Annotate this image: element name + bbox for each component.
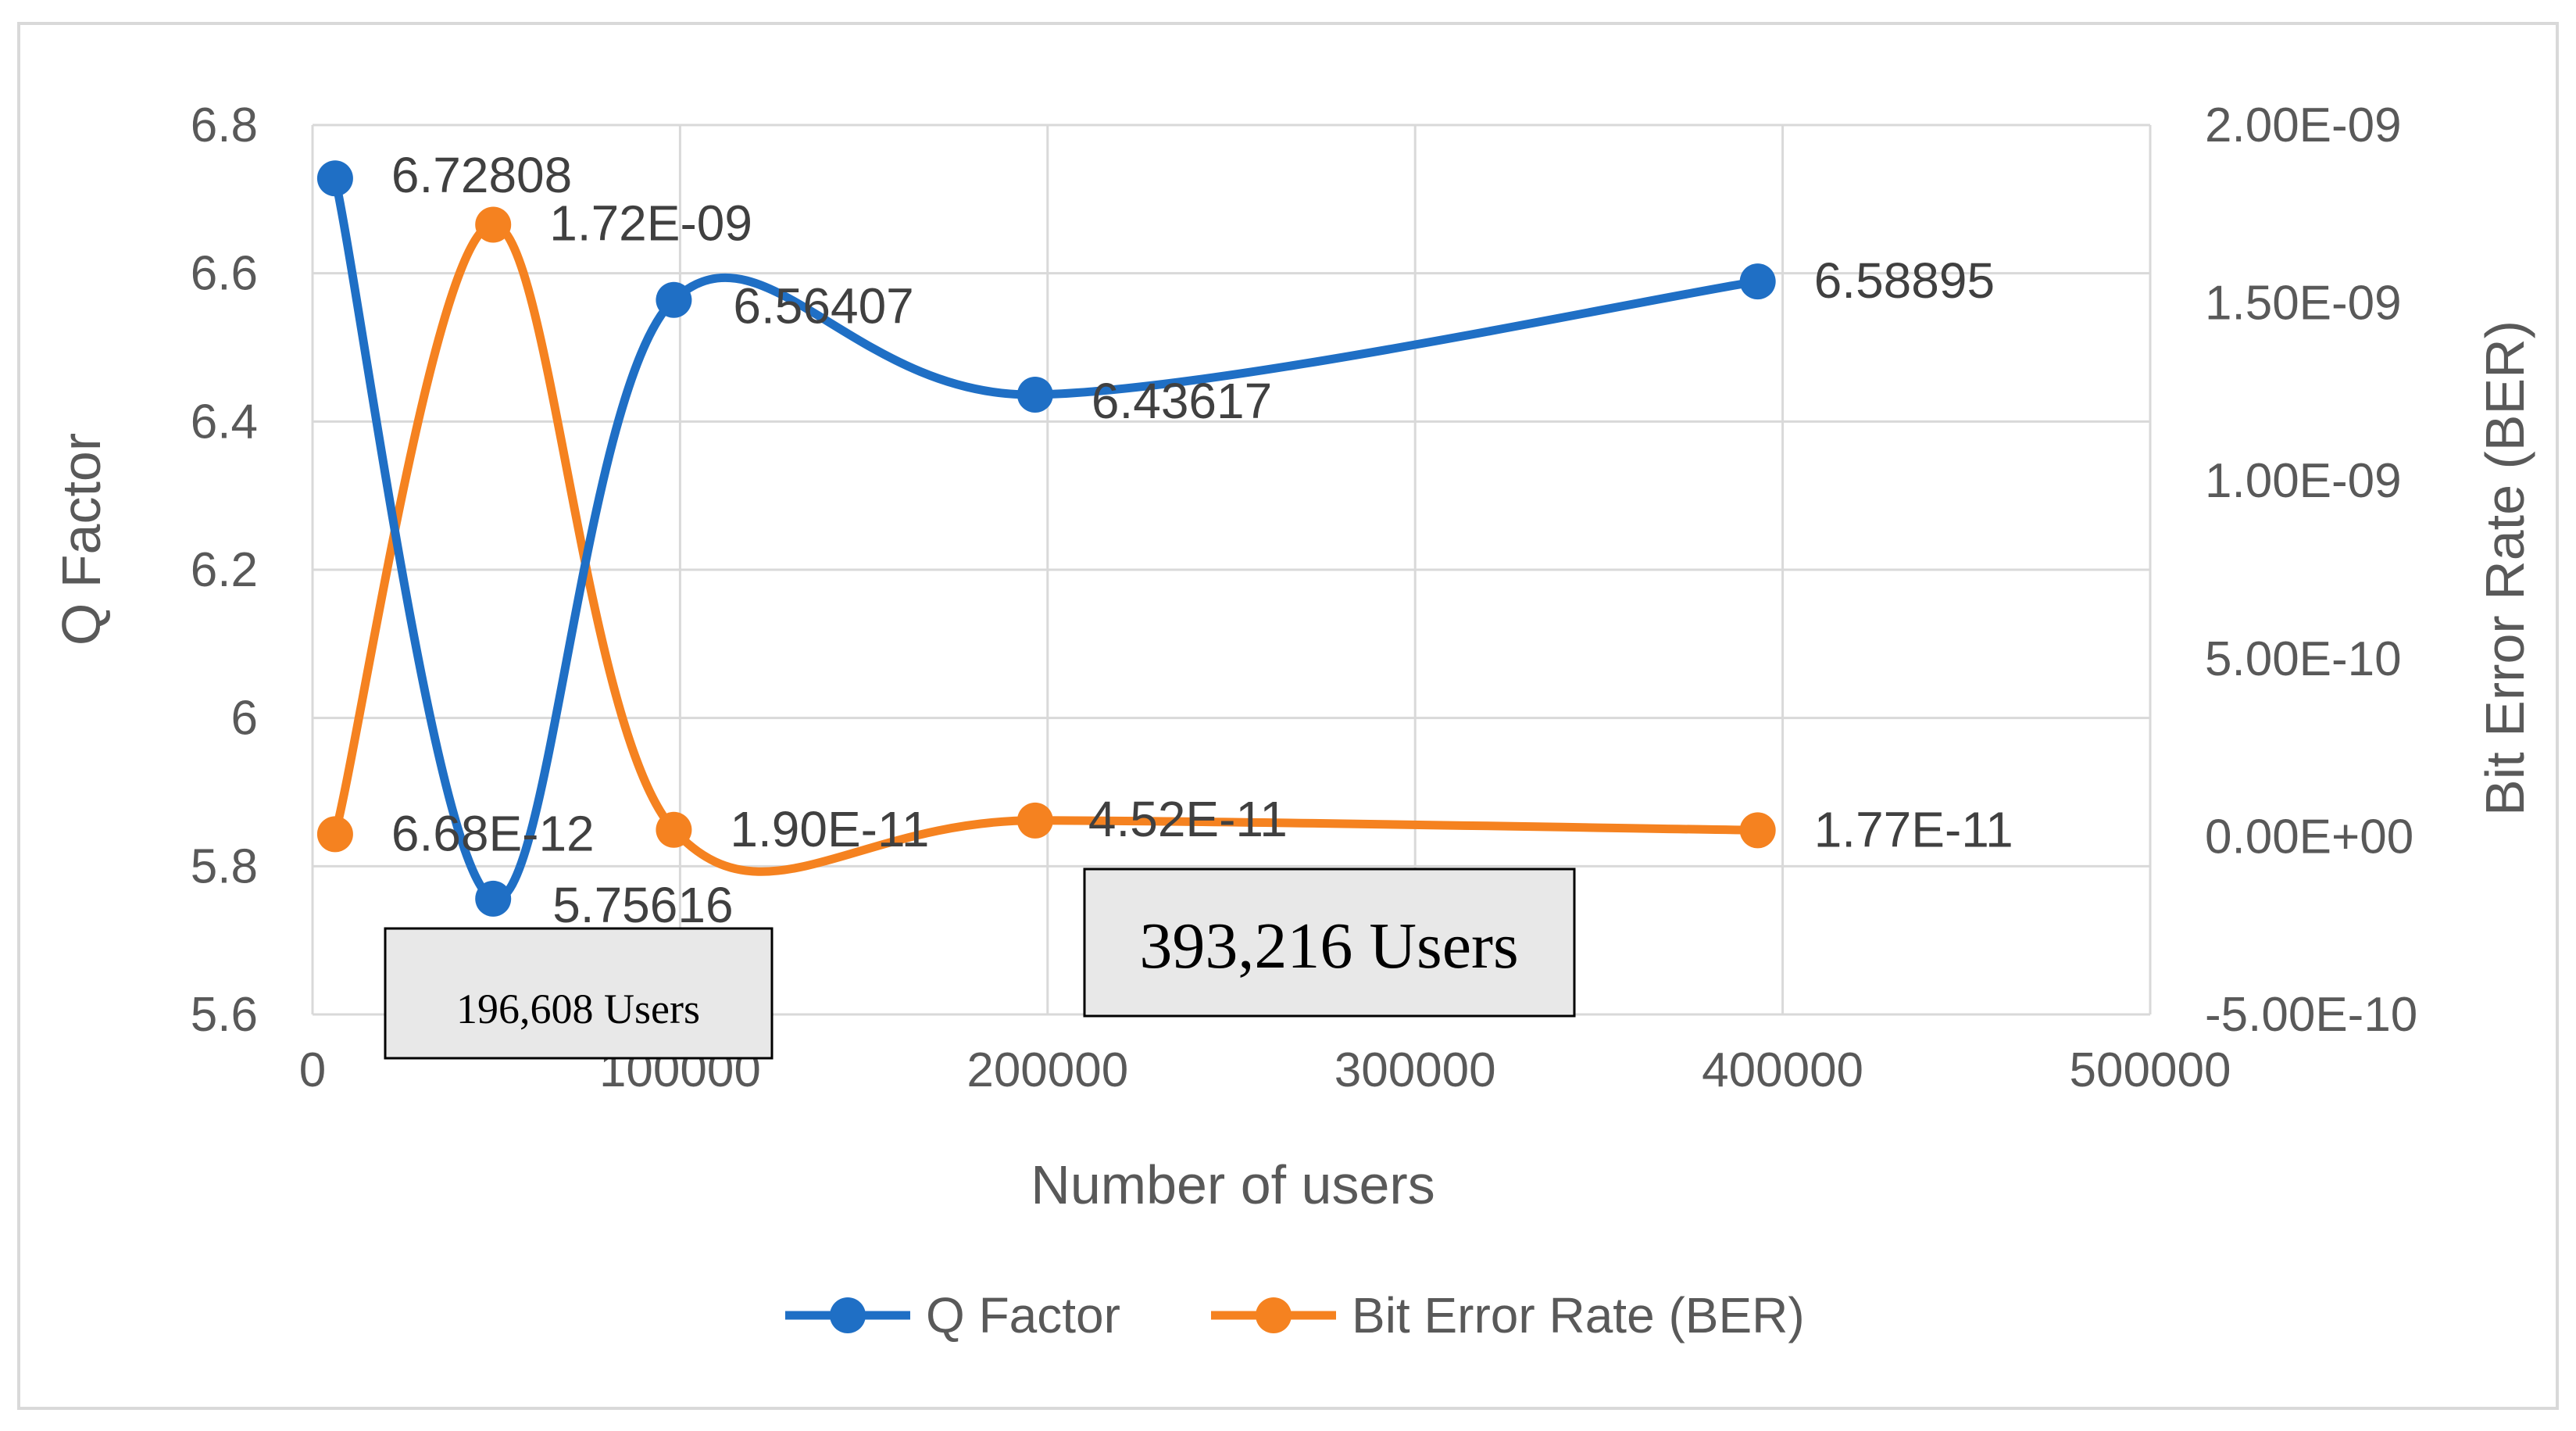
y2-axis-title: Bit Error Rate (BER) [2474,320,2535,816]
y-tick-label: 5.8 [191,839,258,893]
data-label-q-factor: 6.56407 [733,278,913,334]
y-tick-label: 6.6 [191,247,258,301]
data-label-ber: 1.72E-09 [549,195,752,251]
y2-tick-label: 0.00E+00 [2205,810,2413,864]
x-tick-label: 300000 [1334,1043,1496,1097]
y-axis-title: Q Factor [51,433,112,646]
annotation-box-2 [1083,868,1576,1018]
y2-tick-label: -5.00E-10 [2205,988,2417,1042]
legend-item-ber: Bit Error Rate (BER) [1211,1287,1805,1343]
data-point-q-factor [1016,377,1053,413]
data-label-ber: 6.68E-12 [391,805,595,861]
y-tick-label: 6.8 [191,98,258,152]
series-line-q-factor [330,174,1763,903]
series [316,160,1776,917]
x-tick-label: 200000 [966,1043,1128,1097]
data-point-ber [656,811,692,848]
data-labels: 6.72808 5.75616 6.56407 6.43617 6.58895 6.68E… [391,147,2013,933]
y-tick-label: 6 [231,692,258,746]
annotation-196608-users: 196,608 Users [384,927,774,1060]
data-point-ber [1016,802,1053,839]
data-point-q-factor [1739,263,1776,300]
legend-label-q-factor: Q Factor [926,1287,1120,1343]
x-tick-label: 0 [299,1043,326,1097]
y2-tick-label: 1.00E-09 [2205,454,2402,508]
data-label-q-factor: 6.58895 [1814,252,1995,309]
data-point-ber [316,816,353,853]
data-point-ber [1739,812,1776,849]
legend-item-q-factor: Q Factor [785,1287,1120,1343]
legend-marker-ber [1256,1297,1292,1333]
annotation-box-1 [384,927,774,1060]
annotation-393216-users: 393,216 Users [1083,868,1576,1018]
annotation-text-1: 196,608 Users [456,986,700,1032]
y2-tick-label: 1.50E-09 [2205,277,2402,331]
legend-label-ber: Bit Error Rate (BER) [1352,1287,1805,1343]
data-point-q-factor [656,281,692,318]
data-label-q-factor: 6.72808 [391,147,572,203]
data-point-ber [475,206,512,243]
data-label-q-factor: 5.75616 [552,877,733,933]
data-label-ber: 1.77E-11 [1814,801,2013,857]
y2-tick-label: 5.00E-10 [2205,632,2402,686]
x-axis-title: Number of users [1031,1154,1434,1215]
y-tick-label: 6.4 [191,395,258,449]
data-label-ber: 4.52E-11 [1088,791,1288,847]
data-point-q-factor [475,880,512,917]
x-tick-label: 400000 [1702,1043,1863,1097]
axes: 5.65.866.26.46.66.80 100000 200000 300000 40… [191,98,2417,1097]
data-label-q-factor: 6.43617 [1091,373,1272,429]
y2-tick-label: 2.00E-09 [2205,98,2402,152]
annotation-text-2: 393,216 Users [1139,910,1518,982]
chart-border [17,22,2559,1410]
y-tick-label: 6.2 [191,543,258,597]
data-label-ber: 1.90E-11 [730,801,929,857]
legend: Q Factor Bit Error Rate (BER) [785,1287,1805,1343]
data-point-q-factor [316,160,353,197]
legend-marker-q-factor [830,1297,866,1333]
y-tick-label: 5.6 [191,988,258,1042]
x-tick-label: 500000 [2070,1043,2231,1097]
